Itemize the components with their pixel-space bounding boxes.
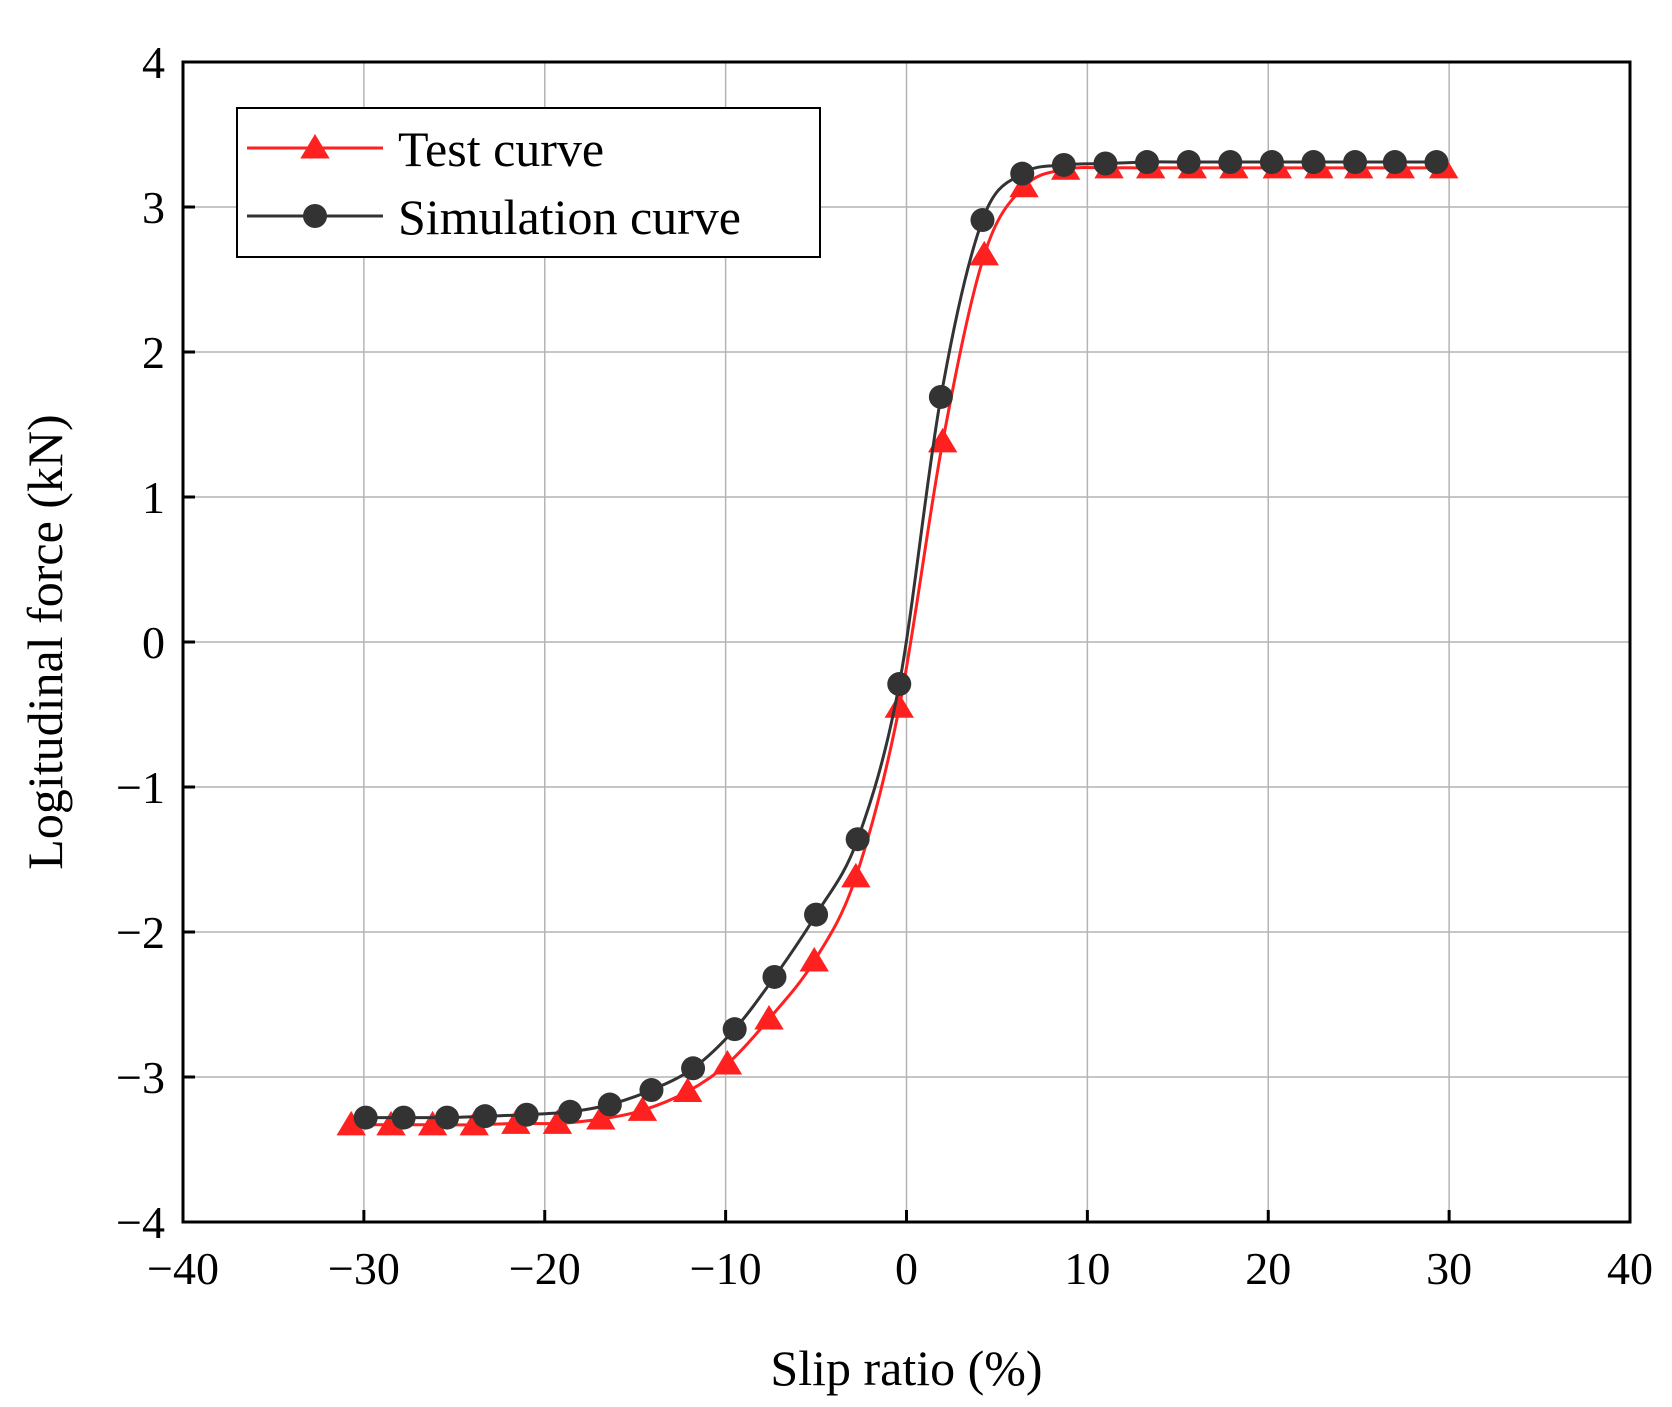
simulation-curve-point: [1259, 150, 1284, 175]
simulation-curve-point: [353, 1105, 378, 1130]
x-tick-label: −30: [328, 1243, 400, 1294]
legend-test-curve-marker: [300, 134, 330, 159]
simulation-curve-point: [804, 902, 829, 927]
y-tick-label: 3: [142, 182, 165, 233]
simulation-curve-point: [597, 1092, 622, 1117]
simulation-curve-point: [1093, 151, 1118, 176]
x-tick-label: 30: [1426, 1243, 1472, 1294]
test-curve-point: [627, 1096, 658, 1121]
simulation-curve-point: [1424, 150, 1449, 175]
x-tick-label: 10: [1064, 1243, 1110, 1294]
test-curve-point: [927, 427, 958, 453]
y-tick-label: −4: [116, 1197, 165, 1248]
simulation-curve-point: [435, 1105, 460, 1130]
simulation-curve-point: [1301, 150, 1326, 175]
y-tick-label: 1: [142, 472, 165, 523]
y-tick-label: −2: [116, 907, 165, 958]
simulation-curve-point: [845, 827, 870, 852]
test-curve-point: [417, 1110, 448, 1136]
simulation-curve-point: [391, 1105, 416, 1130]
simulation-curve-point: [514, 1102, 539, 1127]
simulation-curve-point: [681, 1056, 706, 1081]
simulation-curve-point: [928, 384, 953, 409]
simulation-curve-point: [1135, 150, 1160, 175]
y-tick-label: −1: [116, 762, 165, 813]
simulation-curve-point: [473, 1104, 498, 1129]
test-curve-series: [336, 153, 1459, 1136]
simulation-curve-series: [353, 150, 1449, 1130]
legend: Test curve Simulation curve: [236, 107, 821, 258]
x-tick-label: −10: [690, 1243, 762, 1294]
y-axis-title: Logitudinal force (kN): [17, 414, 73, 869]
simulation-curve-point: [762, 964, 787, 989]
simulation-curve-point: [1218, 150, 1243, 175]
x-tick-label: 20: [1245, 1243, 1291, 1294]
test-curve-point: [969, 240, 999, 266]
ticks: [181, 60, 1632, 1224]
simulation-curve-point: [1382, 150, 1407, 175]
y-tick-label: 0: [142, 617, 165, 668]
test-curve-point: [884, 693, 914, 718]
x-tick-label: −40: [147, 1243, 219, 1294]
test-curve-point: [712, 1049, 743, 1075]
simulation-curve-point: [639, 1078, 664, 1103]
series-layer: [336, 150, 1459, 1136]
test-curve-point: [542, 1109, 573, 1134]
grid: [183, 62, 1630, 1222]
simulation-curve-point: [887, 672, 912, 697]
legend-box: [236, 107, 821, 258]
simulation-curve-point: [970, 208, 995, 233]
simulation-curve-point: [1343, 150, 1368, 175]
y-tick-label: 4: [142, 37, 165, 88]
x-tick-label: 40: [1607, 1243, 1653, 1294]
test-curve-point: [754, 1005, 784, 1030]
simulation-curve-point: [1010, 161, 1035, 186]
test-curve-point: [501, 1109, 531, 1134]
simulation-curve-point: [558, 1099, 583, 1124]
test-curve-line: [351, 166, 1444, 1127]
x-tick-label: −20: [509, 1243, 581, 1294]
test-curve-point: [672, 1077, 703, 1102]
x-axis-title: Slip ratio (%): [770, 1340, 1042, 1396]
legend-test-curve-label: Test curve: [398, 121, 604, 177]
test-curve-point: [799, 947, 829, 972]
simulation-curve-point: [1176, 150, 1201, 175]
simulation-curve-line: [365, 160, 1437, 1120]
simulation-curve-point: [1051, 152, 1076, 177]
y-tick-label: −3: [116, 1052, 165, 1103]
test-curve-point: [336, 1110, 366, 1136]
y-tick-label: 2: [142, 327, 165, 378]
x-tick-label: 0: [895, 1243, 918, 1294]
test-curve-point: [586, 1105, 616, 1130]
simulation-curve-point: [722, 1017, 747, 1042]
legend-items: Test curve Simulation curve: [247, 121, 741, 245]
legend-simulation-curve-label: Simulation curve: [398, 189, 741, 245]
test-curve-point: [841, 862, 871, 888]
test-curve-point: [459, 1110, 489, 1136]
test-curve-point: [376, 1110, 406, 1136]
legend-simulation-curve-marker: [303, 204, 327, 228]
